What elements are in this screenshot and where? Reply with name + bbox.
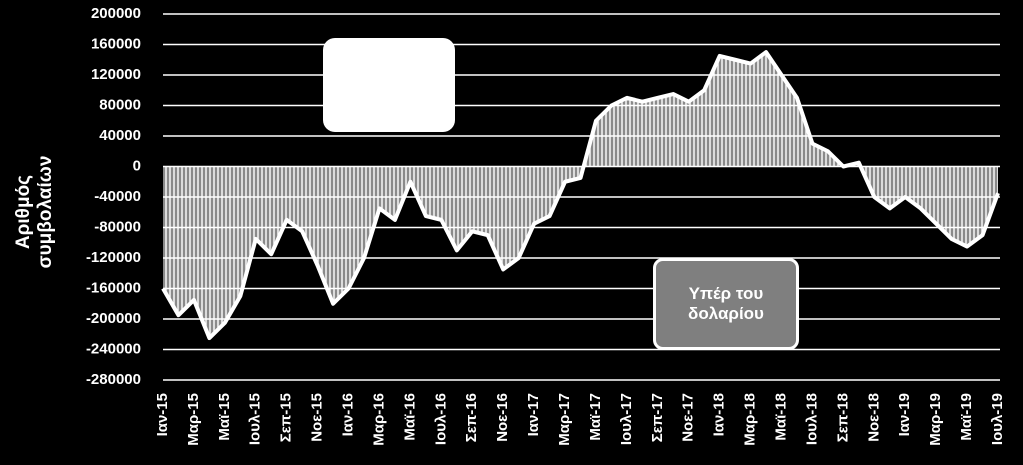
x-tick-label: Σεπ-16 xyxy=(463,393,480,442)
x-tick-label: Μαρ-16 xyxy=(370,393,387,446)
x-tick-label: Νοε-15 xyxy=(309,393,326,442)
x-tick-label: Σεπ-15 xyxy=(278,393,295,442)
y-tick-label: 0 xyxy=(133,157,141,174)
y-tick-label: 120000 xyxy=(91,66,141,83)
x-tick-label: Ιαν-17 xyxy=(525,393,542,436)
y-tick-label: -200000 xyxy=(86,310,141,327)
x-tick-label: Νοε-18 xyxy=(865,393,882,442)
x-tick-label: Ιαν-18 xyxy=(711,393,728,436)
x-tick-label: Ιαν-16 xyxy=(340,393,357,436)
x-tick-label: Νοε-16 xyxy=(494,393,511,442)
y-tick-label: -240000 xyxy=(86,340,141,357)
x-tick-label: Μαϊ-19 xyxy=(958,393,975,441)
x-tick-label: Μαϊ-17 xyxy=(587,393,604,441)
x-tick-label: Σεπ-18 xyxy=(834,393,851,442)
y-tick-label: -80000 xyxy=(94,218,141,235)
x-tick-label: Ιουλ-19 xyxy=(989,393,1006,445)
y-tick-label: 80000 xyxy=(99,96,141,113)
annotation: Υπέρ του δολαρίου xyxy=(653,258,799,350)
y-tick-label: 40000 xyxy=(99,127,141,144)
x-tick-label: Ιουλ-15 xyxy=(247,393,264,445)
y-tick-label: -120000 xyxy=(86,249,141,266)
x-tick-label: Ιουλ-18 xyxy=(803,393,820,445)
x-tick-label: Ιουλ-17 xyxy=(618,393,635,445)
x-tick-label: Νοε-17 xyxy=(680,393,697,442)
x-tick-label: Μαρ-18 xyxy=(742,393,759,446)
x-tick-label: Σεπ-17 xyxy=(649,393,666,442)
x-tick-label: Ιαν-19 xyxy=(896,393,913,436)
annotation-box xyxy=(323,38,455,132)
line xyxy=(161,50,1000,341)
x-tick-label: Μαϊ-18 xyxy=(772,393,789,441)
y-tick-label: -160000 xyxy=(86,279,141,296)
y-tick-label: -280000 xyxy=(86,371,141,388)
x-tick-label: Μαρ-17 xyxy=(556,393,573,446)
y-tick-label: -40000 xyxy=(94,188,141,205)
y-tick-label: 200000 xyxy=(91,5,141,22)
x-tick-label: Μαρ-19 xyxy=(927,393,944,446)
x-tick-label: Μαϊ-16 xyxy=(401,393,418,441)
x-tick-label: Μαϊ-15 xyxy=(216,393,233,441)
area xyxy=(163,52,998,339)
x-tick-label: Ιουλ-16 xyxy=(432,393,449,445)
y-tick-label: 160000 xyxy=(91,35,141,52)
x-tick-label: Μαρ-15 xyxy=(185,393,202,446)
y-axis-label: Αριθμός συμβολαίων xyxy=(13,155,56,269)
x-tick-label: Ιαν-15 xyxy=(154,393,171,436)
